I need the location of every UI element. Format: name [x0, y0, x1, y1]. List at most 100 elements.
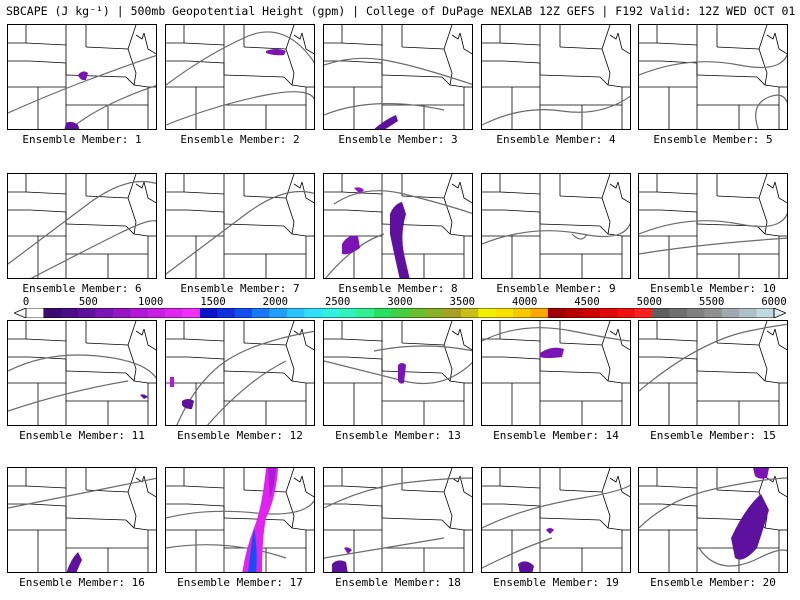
- state-boundaries: [482, 25, 630, 129]
- colorbar-swatch: [495, 308, 514, 318]
- colorbar-tick: 6000: [761, 296, 787, 308]
- colorbar-swatch: [408, 308, 427, 318]
- map-canvas: [482, 468, 630, 572]
- state-boundaries: [639, 321, 787, 425]
- map-canvas: [8, 25, 156, 129]
- colorbar-swatch: [43, 308, 62, 318]
- colorbar-swatch: [530, 308, 549, 318]
- colorbar-swatch: [217, 308, 236, 318]
- member-label: Ensemble Member: 11: [19, 429, 145, 442]
- ensemble-map-19: [481, 467, 631, 573]
- state-boundaries: [166, 468, 314, 572]
- ensemble-map-17: [165, 467, 315, 573]
- member-label: Ensemble Member: 12: [177, 429, 303, 442]
- chart-title: SBCAPE (J kg⁻¹) | 500mb Geopotential Hei…: [6, 4, 800, 18]
- colorbar-swatch: [182, 308, 201, 318]
- colorbar-swatch: [234, 308, 253, 318]
- map-canvas: [639, 321, 787, 425]
- colorbar-swatch: [95, 308, 114, 318]
- cape-fill: [731, 468, 769, 560]
- colorbar-tick: 5000: [636, 296, 662, 308]
- colorbar-swatch: [547, 308, 566, 318]
- height-contours: [324, 477, 472, 559]
- colorbar-swatch: [756, 308, 775, 318]
- colorbar-swatch: [60, 308, 79, 318]
- colorbar-swatch: [112, 308, 131, 318]
- colorbar-tick: 4500: [574, 296, 600, 308]
- cape-fill: [374, 115, 398, 129]
- colorbar-tick: 0: [22, 296, 30, 308]
- colorbar-swatch: [704, 308, 723, 318]
- cape-fill: [518, 528, 554, 572]
- member-label: Ensemble Member: 4: [496, 133, 616, 146]
- map-canvas: [8, 468, 156, 572]
- colorbar-scale: [14, 308, 786, 318]
- colorbar-swatch: [721, 308, 740, 318]
- ensemble-map-13: [323, 320, 473, 426]
- state-boundaries: [166, 25, 314, 129]
- member-label: Ensemble Member: 7: [180, 282, 300, 295]
- colorbar: 0 500 1000 1500 2000 2500 3000 3500 4000 4500 5000…: [14, 296, 787, 320]
- state-boundaries: [324, 25, 472, 129]
- colorbar-tick: 500: [78, 296, 98, 308]
- cape-fill: [398, 363, 406, 384]
- map-canvas: [8, 174, 156, 278]
- map-canvas: [639, 25, 787, 129]
- map-canvas: [482, 174, 630, 278]
- ensemble-map-1: [7, 24, 157, 130]
- colorbar-swatch: [339, 308, 357, 318]
- colorbar-swatch: [513, 308, 531, 318]
- state-boundaries: [482, 321, 630, 425]
- colorbar-tick: 3500: [449, 296, 475, 308]
- member-label: Ensemble Member: 10: [650, 282, 776, 295]
- cape-fill: [140, 394, 148, 399]
- colorbar-tick: 4000: [512, 296, 538, 308]
- height-contours: [8, 477, 156, 509]
- map-canvas: [639, 174, 787, 278]
- colorbar-swatch: [130, 308, 149, 318]
- map-canvas: [639, 468, 787, 572]
- member-label: Ensemble Member: 1: [22, 133, 142, 146]
- state-boundaries: [482, 174, 630, 278]
- colorbar-swatch: [78, 308, 96, 318]
- ensemble-map-4: [481, 24, 631, 130]
- member-label: Ensemble Member: 8: [338, 282, 458, 295]
- height-contours: [324, 57, 472, 116]
- member-label: Ensemble Member: 2: [180, 133, 300, 146]
- colorbar-swatch: [199, 308, 218, 318]
- map-canvas: [482, 321, 630, 425]
- ensemble-map-18: [323, 467, 473, 573]
- colorbar-tick: 5500: [699, 296, 725, 308]
- state-boundaries: [8, 25, 156, 129]
- colorbar-swatch: [687, 308, 705, 318]
- state-boundaries: [8, 321, 156, 425]
- member-label: Ensemble Member: 14: [493, 429, 619, 442]
- colorbar-swatch: [460, 308, 479, 318]
- height-contours: [482, 95, 630, 126]
- member-label: Ensemble Member: 16: [19, 576, 145, 589]
- height-contours: [8, 354, 156, 412]
- colorbar-tick: 1000: [138, 296, 164, 308]
- map-canvas: [166, 468, 314, 572]
- colorbar-tick: 2000: [262, 296, 288, 308]
- ensemble-map-12: [165, 320, 315, 426]
- member-label: Ensemble Member: 13: [335, 429, 461, 442]
- colorbar-swatch: [286, 308, 305, 318]
- cape-fill: [332, 547, 352, 572]
- state-boundaries: [166, 174, 314, 278]
- colorbar-swatch: [582, 308, 601, 318]
- state-boundaries: [324, 468, 472, 572]
- member-label: Ensemble Member: 17: [177, 576, 303, 589]
- colorbar-swatch: [165, 308, 183, 318]
- height-contours: [166, 499, 314, 559]
- state-boundaries: [8, 174, 156, 278]
- height-contours: [639, 53, 787, 129]
- height-contours: [8, 55, 156, 129]
- ensemble-map-9: [481, 173, 631, 279]
- height-contours: [166, 31, 314, 126]
- state-boundaries: [8, 468, 156, 572]
- map-canvas: [324, 321, 472, 425]
- height-contours: [166, 190, 314, 275]
- colorbar-swatch: [269, 308, 288, 318]
- colorbar-swatch: [443, 308, 462, 318]
